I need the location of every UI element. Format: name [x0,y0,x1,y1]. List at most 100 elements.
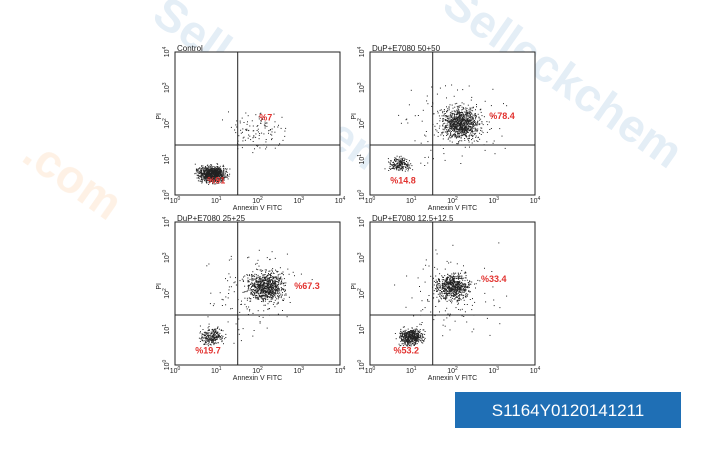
event-dot [442,120,444,122]
event-dot [400,336,402,337]
event-dot [208,339,210,341]
event-dot [482,132,484,134]
event-dot [441,275,443,277]
event-dot [394,164,396,166]
event-dot [454,282,456,284]
event-dot [468,285,470,287]
event-dot [459,284,461,285]
event-dot [213,171,215,173]
event-dot [271,134,273,136]
event-dot [467,104,469,106]
event-dot [447,277,449,279]
event-dot [273,291,274,293]
event-dot [399,337,401,339]
event-dot [267,287,269,288]
event-dot [423,329,425,331]
event-dot [204,180,206,182]
tick-base: 10 [335,198,343,205]
tick-base: 10 [293,198,301,205]
event-dot [455,294,456,296]
event-dot [404,159,405,161]
event-dot [445,284,447,286]
event-dot [268,283,270,285]
event-dot [437,283,439,285]
event-dot [449,113,451,115]
event-dot [282,139,284,141]
event-dot [253,136,255,138]
event-dot [447,292,449,294]
event-dot [456,114,458,116]
event-dot [210,336,212,338]
event-cloud [394,242,508,347]
event-dot [206,180,208,182]
event-dot [457,289,458,291]
event-dot [445,290,447,292]
event-dot [461,132,463,134]
event-dot [462,125,464,127]
event-dot [456,125,458,127]
event-dot [458,142,460,144]
event-dot [460,126,461,128]
event-dot [388,167,390,169]
event-dot [400,333,402,335]
event-dot [489,129,491,130]
tick-base: 10 [365,368,373,375]
event-dot [272,298,274,300]
event-dot [205,331,206,333]
event-dot [475,136,477,138]
event-dot [406,332,408,334]
event-dot [270,272,272,274]
event-dot [217,326,219,328]
event-dot [272,290,274,292]
event-dot [221,298,223,300]
event-dot [467,114,469,116]
event-dot [223,169,225,171]
event-dot [254,276,256,278]
event-dot [419,339,421,341]
event-dot [446,297,448,299]
event-dot [220,336,221,338]
event-dot [206,169,208,171]
event-dot [281,288,283,290]
event-dot [457,287,459,289]
event-dot [285,293,287,295]
event-dot [449,315,451,317]
event-dot [415,328,417,330]
event-dot [416,343,418,345]
event-dot [266,280,268,282]
event-dot [490,105,492,107]
event-dot [416,340,418,342]
event-dot [466,113,468,115]
event-dot [458,277,460,279]
event-dot [486,317,488,319]
event-dot [447,133,449,135]
event-dot [455,281,457,283]
event-dot [462,119,464,121]
event-dot [253,294,255,296]
event-dot [263,295,265,297]
event-dot [213,329,215,331]
event-dot [445,282,447,284]
event-dot [264,287,266,289]
event-dot [201,179,203,181]
event-dot [217,181,219,182]
event-dot [256,287,257,289]
event-dot [446,280,448,282]
tick-label: 103 [357,252,366,263]
event-dot [458,287,460,288]
event-dot [410,332,412,334]
event-dot [403,337,405,339]
event-dot [267,308,269,310]
event-dot [249,125,251,127]
event-dot [412,337,414,339]
event-dot [452,285,453,287]
event-dot [442,286,444,288]
event-dot [204,175,205,177]
event-dot [259,284,261,286]
event-dot [444,287,446,289]
event-dot [463,123,465,125]
event-dot [458,116,460,118]
event-dot [454,117,456,119]
event-dot [419,286,420,287]
event-dot [446,126,448,128]
